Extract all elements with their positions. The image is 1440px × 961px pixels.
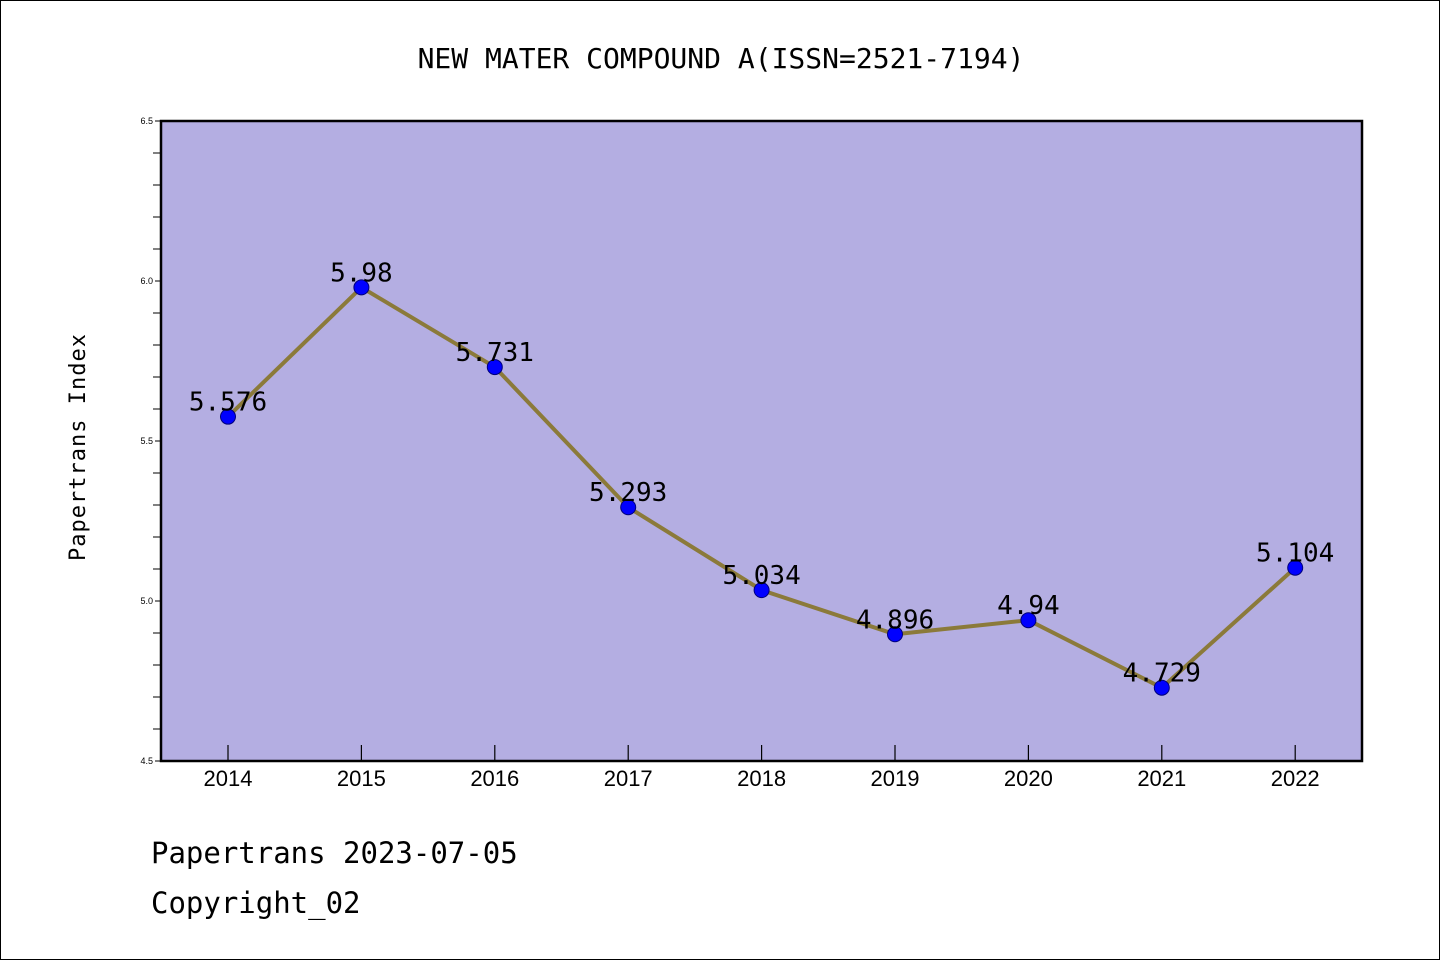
footer-copyright: Copyright_02 [151, 886, 361, 920]
data-label: 5.104 [1256, 539, 1334, 569]
x-tick-label: 2016 [470, 766, 519, 791]
x-tick-label: 2014 [204, 766, 253, 791]
data-point [1287, 559, 1304, 576]
x-tick-label: 2018 [737, 766, 786, 791]
data-point [220, 408, 236, 425]
y-axis: 4.5 5.0 5.5 6.0 6.5 [140, 116, 161, 766]
data-point [620, 499, 637, 516]
data-label: 5.034 [722, 561, 800, 591]
y-tick-label: 4.5 [140, 756, 153, 766]
y-tick-label: 5.0 [140, 596, 153, 606]
data-point [1020, 612, 1037, 629]
y-tick-label: 5.5 [140, 436, 153, 446]
data-labels: 5.576 5.98 5.731 5.293 5.034 4.896 4.94 4.729 5.… [189, 258, 1334, 688]
data-label: 5.98 [330, 258, 393, 288]
x-tick-label: 2017 [604, 766, 653, 791]
data-label: 5.293 [589, 478, 667, 508]
data-point [486, 359, 503, 376]
chart-title: NEW MATER COMPOUND A(ISSN=2521-7194) [418, 42, 1025, 75]
x-tick-label: 2019 [871, 766, 920, 791]
footer-date: Papertrans 2023-07-05 [151, 836, 518, 870]
data-point [887, 626, 903, 643]
x-axis: 2014 2015 2016 2017 2018 2019 2020 2021 2022 [204, 745, 1320, 791]
data-label: 5.731 [456, 338, 534, 368]
data-label: 5.576 [189, 388, 267, 418]
x-tick-label: 2022 [1271, 766, 1320, 791]
x-tick-label: 2021 [1137, 766, 1186, 791]
x-tick-label: 2015 [337, 766, 386, 791]
plot-area [159, 119, 1364, 763]
data-label: 4.729 [1123, 659, 1201, 689]
data-point [353, 279, 370, 296]
data-label: 4.94 [997, 591, 1060, 621]
y-axis-label: Papertrans Index [66, 333, 91, 561]
data-markers [220, 279, 1304, 696]
data-point [753, 582, 770, 599]
data-point [1153, 679, 1170, 696]
x-tick-label: 2020 [1004, 766, 1053, 791]
y-tick-label: 6.0 [140, 276, 153, 286]
y-tick-label: 6.5 [140, 116, 153, 126]
data-label: 4.896 [856, 605, 934, 635]
